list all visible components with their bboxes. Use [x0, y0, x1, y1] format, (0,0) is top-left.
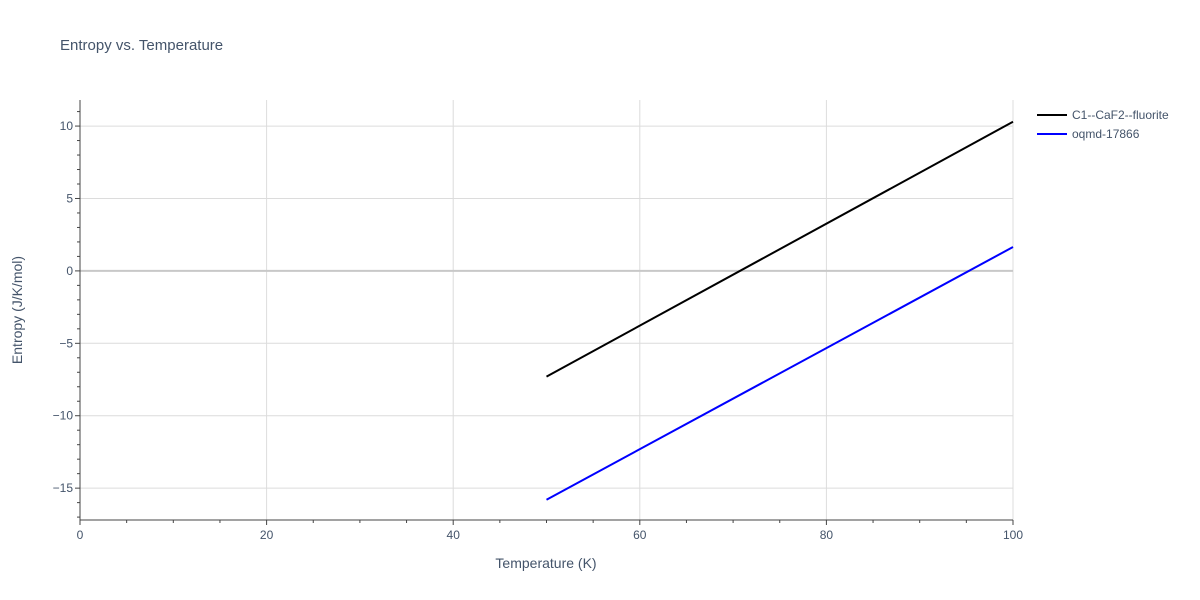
x-tick-label: 100 [1003, 528, 1023, 542]
series-line-2 [546, 246, 1014, 501]
x-tick-label: 0 [77, 528, 84, 542]
x-tick-label: 20 [260, 528, 274, 542]
y-tick-label: 10 [60, 119, 74, 133]
legend: C1--CaF2--fluorite oqmd-17866 [1037, 108, 1169, 141]
x-axis-label: Temperature (K) [495, 555, 596, 571]
y-tick-label: −10 [53, 409, 74, 423]
series-lines [546, 120, 1014, 501]
x-tick-label: 40 [447, 528, 461, 542]
chart-title: Entropy vs. Temperature [60, 37, 223, 54]
axes: 0 20 40 60 80 100 10 5 0 −5 −10 −15 [53, 100, 1023, 542]
y-tick-label: 5 [66, 191, 73, 205]
x-tick-label: 60 [633, 528, 647, 542]
grid [80, 100, 1014, 520]
legend-label-1: C1--CaF2--fluorite [1072, 108, 1169, 122]
y-axis-label: Entropy (J/K/mol) [9, 256, 25, 364]
legend-label-2: oqmd-17866 [1072, 127, 1140, 141]
series-line-1 [546, 120, 1014, 378]
x-tick-label: 80 [820, 528, 834, 542]
y-tick-label: 0 [66, 264, 73, 278]
y-tick-label: −15 [53, 481, 74, 495]
y-tick-label: −5 [59, 336, 73, 350]
